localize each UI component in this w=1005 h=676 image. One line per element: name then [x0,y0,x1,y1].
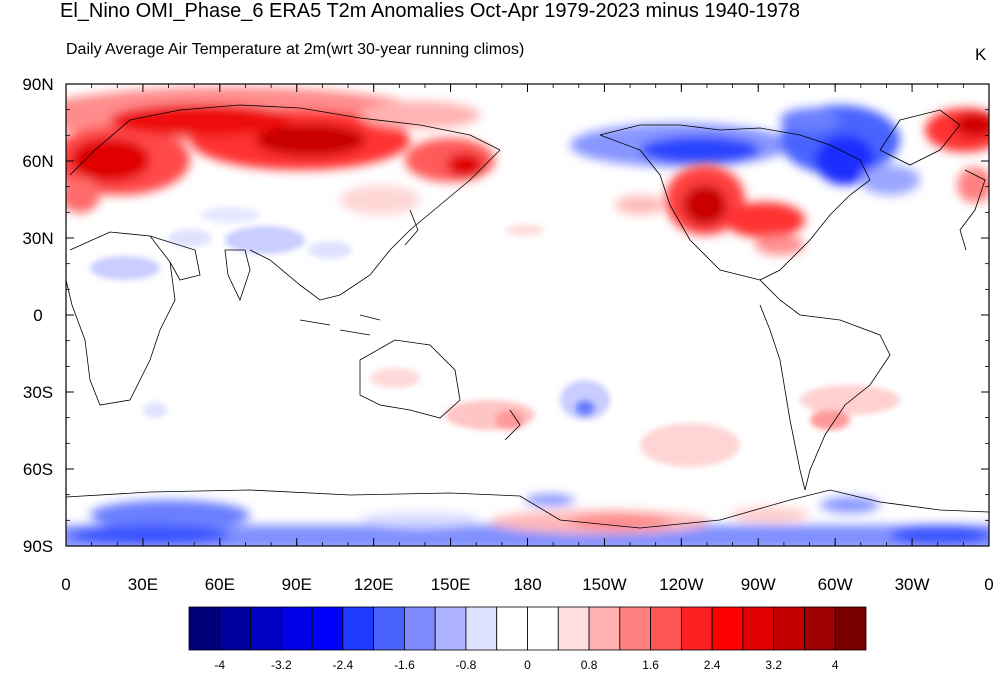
lon-tick-label: 60W [818,575,853,594]
lon-tick-label: 90E [282,575,312,594]
new-zealand-coastline [504,409,521,441]
colorbar-swatch [804,606,836,651]
lon-tick-label: 120E [354,575,394,594]
plot-title: El_Nino OMI_Phase_6 ERA5 T2m Anomalies O… [60,0,801,22]
lon-tick-label: 180 [513,575,541,594]
lon-tick-label: 60E [205,575,235,594]
lat-tick-label: 30S [23,383,53,402]
europe-west-coastline [959,169,986,251]
australia-coastline [359,339,461,419]
indonesia-coastline [299,314,381,336]
colorbar-swatch [711,606,744,651]
colorbar-label: -4 [214,658,225,672]
asia-cool-patches [90,207,352,280]
colorbar-label: -1.6 [394,658,415,672]
colorbar-swatch [773,606,805,651]
colorbar-label: 0 [524,658,531,672]
colorbar-label: 3.2 [765,658,782,672]
colorbar-swatch [280,606,313,651]
colorbar-label: 1.6 [642,658,659,672]
colorbar-label: 2.4 [704,658,721,672]
arctic-siberia-warm-region [66,87,495,215]
colorbar-swatch [742,606,775,651]
colorbar: -4 -3.2 -2.4 -1.6 -0.8 0 0.8 1.6 2.4 3.2 4 [188,606,867,672]
colorbar-swatch [373,606,405,651]
latitude-axis: 90N 60N 30N 0 30S 60S 90S [22,75,989,556]
lon-tick-label: 30W [895,575,930,594]
greenland-warm-region [925,108,989,203]
plot-subtitle: Daily Average Air Temperature at 2m(wrt … [66,41,525,58]
lon-tick-label: 90W [741,575,776,594]
antarctica-coastline [66,489,989,529]
colorbar-swatch [680,606,713,651]
colorbar-swatch [557,606,590,651]
colorbar-label: 0.8 [581,658,598,672]
lat-tick-label: 0 [33,306,42,325]
colorbar-swatch [250,606,282,651]
colorbar-label: -0.8 [456,658,477,672]
lon-tick-label: 150E [431,575,471,594]
lat-tick-label: 90N [22,75,53,94]
colorbar-swatch [434,606,467,651]
lat-tick-label: 30N [22,229,53,248]
lon-tick-label: 0 [61,575,70,594]
colorbar-swatch [219,606,251,651]
colorbar-swatch [188,606,221,651]
colorbar-swatch [834,606,867,651]
japan-coastline [404,209,419,246]
north-america-warm-region [615,165,805,255]
canada-cold-region [570,105,920,195]
lon-tick-label: 150W [582,575,626,594]
colorbar-swatch [619,606,651,651]
east-asia-coastline [249,149,501,301]
colorbar-swatch [650,606,682,651]
north-america-coastline [599,124,871,281]
lat-tick-label: 90S [23,537,53,556]
south-america-coastline [759,279,891,491]
lon-tick-label: 30E [128,575,158,594]
colorbar-label: 4 [832,658,839,672]
colorbar-label: -2.4 [333,658,354,672]
colorbar-swatch [496,606,528,651]
lon-tick-label: 120W [659,575,703,594]
eurasia-north-coastline [69,104,501,176]
lat-tick-label: 60N [22,152,53,171]
lon-tick-label: 0 [984,575,993,594]
arabia-coastline [149,235,201,281]
coastlines [66,104,989,529]
colorbar-swatch [527,606,559,651]
longitude-axis: 0 30E 60E 90E 120E 150E 180 150W 120W 90W 60W 30W 0 [61,84,994,594]
colorbar-swatch [342,606,375,651]
units-label: K [975,45,987,64]
colorbar-swatch [588,606,621,651]
colorbar-label: -3.2 [271,658,292,672]
colorbar-swatch [404,606,436,651]
greenland-coastline [879,109,961,166]
lat-tick-label: 60S [23,460,53,479]
colorbar-swatch [311,606,344,651]
colorbar-swatch [465,606,498,651]
southern-patches [143,224,900,467]
india-coastline [224,249,251,302]
